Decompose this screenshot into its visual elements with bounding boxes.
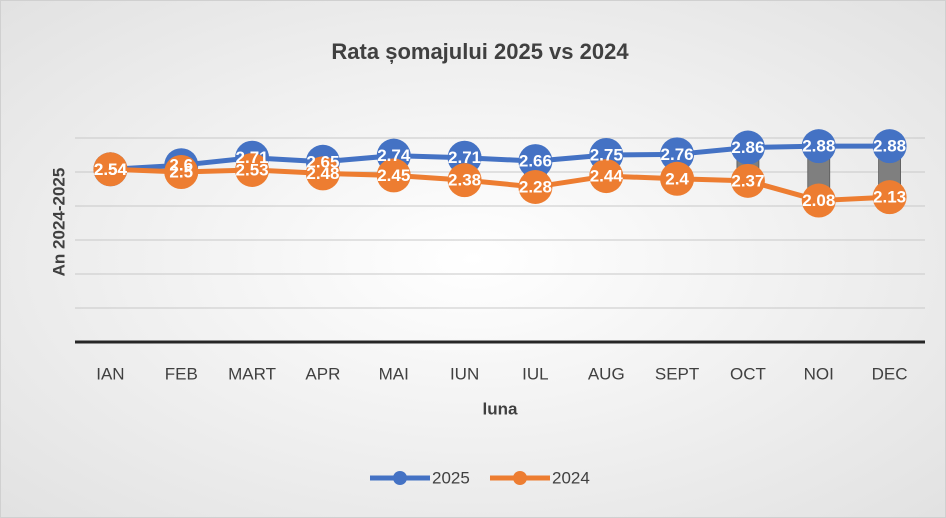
x-tick-label: IUL: [522, 364, 548, 383]
x-tick-label: IUN: [450, 364, 479, 383]
data-label: 2.37: [731, 171, 764, 190]
data-label: 2.88: [873, 137, 906, 156]
data-label: 2.38: [448, 171, 481, 190]
data-label: 2.28: [519, 177, 552, 196]
data-label: 2.53: [236, 160, 269, 179]
data-point: [376, 158, 411, 193]
x-axis-title: luna: [483, 399, 518, 418]
data-point: [801, 129, 836, 164]
data-point: [235, 152, 270, 187]
data-point: [93, 152, 128, 187]
x-tick-label: NOI: [804, 364, 834, 383]
y-axis-title: An 2024-2025: [49, 168, 68, 277]
data-label: 2.54: [94, 160, 128, 179]
data-point: [518, 169, 553, 204]
data-label: 2.88: [802, 137, 835, 156]
chart-title: Rata șomajului 2025 vs 2024: [331, 39, 629, 64]
legend-label: 2025: [432, 468, 470, 487]
x-tick-label: OCT: [730, 364, 766, 383]
data-label: 2.45: [377, 166, 410, 185]
x-tick-label: APR: [305, 364, 340, 383]
data-point: [447, 163, 482, 198]
data-point: [305, 156, 340, 191]
data-point: [872, 180, 907, 215]
data-point: [164, 155, 199, 189]
data-label: 2.54: [94, 160, 128, 179]
data-point: [589, 159, 624, 194]
x-tick-label: MART: [228, 364, 276, 383]
legend-marker: [513, 471, 527, 485]
data-point: [730, 163, 765, 198]
data-point: [730, 130, 765, 165]
data-label: 2.75: [590, 145, 623, 164]
data-label: 2.5: [169, 162, 193, 181]
data-point: [801, 183, 836, 218]
data-point: [660, 137, 695, 172]
x-tick-label: AUG: [588, 364, 625, 383]
data-label: 2.44: [590, 167, 624, 186]
data-label: 2.4: [665, 169, 689, 188]
legend-marker: [393, 471, 407, 485]
x-tick-label: DEC: [872, 364, 908, 383]
data-label: 2.48: [306, 164, 339, 183]
x-tick-label: IAN: [96, 364, 124, 383]
legend-label: 2024: [552, 468, 590, 487]
data-label: 2.71: [448, 148, 481, 167]
data-label: 2.71: [236, 148, 269, 167]
data-point: [518, 144, 553, 179]
data-label: 2.74: [377, 146, 411, 165]
data-label: 2.08: [802, 191, 835, 210]
data-label: 2.86: [731, 138, 764, 157]
x-tick-label: FEB: [165, 364, 198, 383]
data-point: [660, 161, 695, 196]
data-label: 2.6: [169, 156, 193, 175]
data-label: 2.13: [873, 188, 906, 207]
data-label: 2.76: [661, 145, 694, 164]
data-point: [872, 129, 907, 164]
data-label: 2.66: [519, 152, 552, 171]
x-tick-label: SEPT: [655, 364, 699, 383]
x-tick-label: MAI: [379, 364, 409, 383]
data-label: 2.65: [306, 152, 339, 171]
